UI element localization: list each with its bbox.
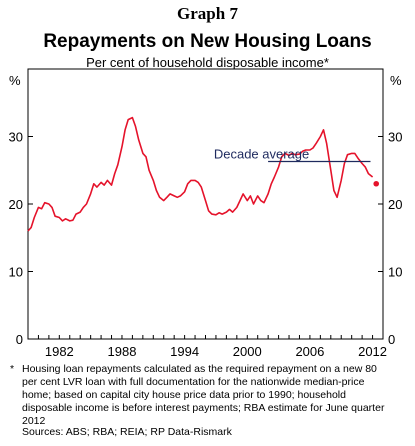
chart-title: Repayments on New Housing Loans (43, 31, 372, 52)
x-tick-label: 2000 (233, 344, 262, 359)
chart-subtitle: Per cent of household disposable income* (86, 55, 329, 70)
x-tick-label: 1994 (170, 344, 199, 359)
y-tick-label-right: 20 (388, 197, 402, 212)
y-axis-unit-left: % (9, 73, 21, 88)
y-tick-label-left: 30 (9, 130, 23, 145)
x-tick-label: 1982 (45, 344, 74, 359)
repayments-series-line (27, 116, 374, 232)
footnote-text: Housing loan repayments calculated as th… (22, 363, 385, 427)
x-tick-label: 2012 (358, 344, 387, 359)
y-axis-unit-right: % (390, 73, 402, 88)
plot-frame (27, 68, 384, 340)
y-tick-label-left: 10 (9, 265, 23, 280)
sources: Sources: ABS; RBA; REIA; RP Data-Rismark (22, 426, 232, 438)
estimate-point (373, 180, 380, 187)
chart-area: 0 0 10 10 20 20 30 30% % 1982 1988 1994 2000 2006 2012… (9, 68, 402, 359)
y-tick-label-left: 0 (16, 332, 23, 347)
graph-number: Graph 7 (177, 4, 238, 23)
decade-average-label: Decade average (214, 146, 309, 161)
x-tick-label: 1988 (108, 344, 137, 359)
y-tick-label-left: 20 (9, 197, 23, 212)
y-tick-label-right: 0 (388, 332, 395, 347)
footnote-marker: * (10, 363, 15, 375)
y-tick-label-right: 10 (388, 265, 402, 280)
footnote: * Housing loan repayments calculated as … (10, 363, 387, 428)
x-tick-label: 2006 (295, 344, 324, 359)
y-tick-label-right: 30 (388, 130, 402, 145)
